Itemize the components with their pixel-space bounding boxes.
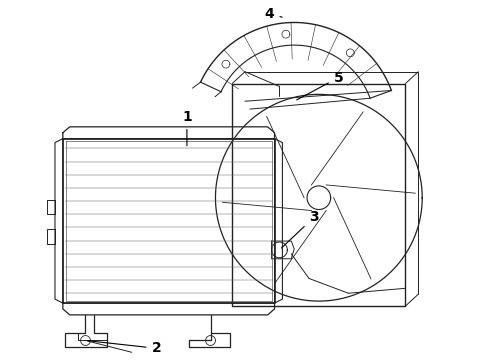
Text: 2: 2 <box>88 341 161 355</box>
Text: 3: 3 <box>281 210 318 248</box>
Text: 1: 1 <box>182 110 192 146</box>
Text: 5: 5 <box>296 71 343 100</box>
Text: 4: 4 <box>265 6 282 21</box>
